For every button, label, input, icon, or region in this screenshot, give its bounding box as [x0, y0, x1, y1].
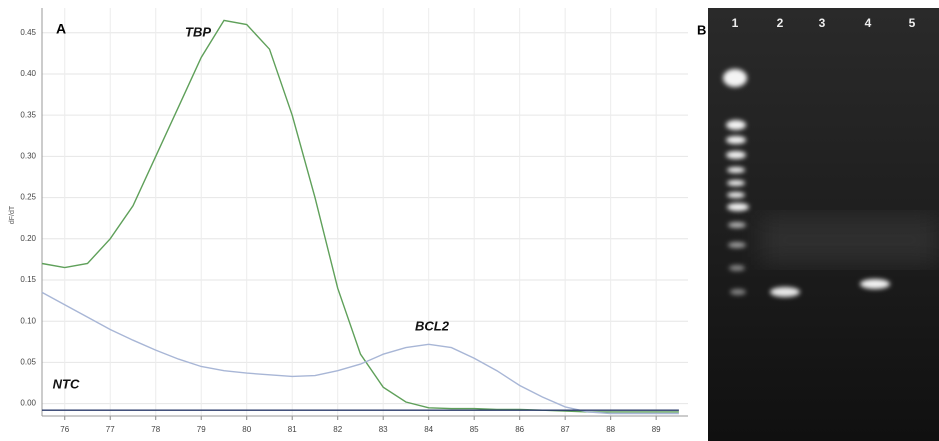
x-tick-label: 76 — [60, 425, 69, 434]
y-tick-label: 0.00 — [20, 399, 36, 408]
y-tick-label: 0.40 — [20, 69, 36, 78]
x-tick-label: 87 — [561, 425, 570, 434]
y-tick-label: 0.15 — [20, 275, 36, 284]
y-tick-label: 0.05 — [20, 358, 36, 367]
line-series — [41, 19, 679, 413]
y-tick-label: 0.25 — [20, 193, 36, 202]
x-tick-label: 81 — [288, 425, 297, 434]
band — [860, 279, 890, 289]
series-label: TBP — [185, 24, 211, 39]
x-tick-label: 78 — [151, 425, 160, 434]
lane-label: 2 — [777, 16, 784, 30]
x-tick-label: 83 — [379, 425, 388, 434]
x-tick-label: 82 — [333, 425, 342, 434]
x-tick-label: 79 — [197, 425, 206, 434]
series-label: BCL2 — [415, 318, 450, 333]
x-tick-label: 80 — [242, 425, 251, 434]
y-tick-label: 0.10 — [20, 316, 36, 325]
x-tick-label: 89 — [652, 425, 661, 434]
panel-label: B — [697, 22, 706, 37]
y-tick-label: 0.30 — [20, 151, 36, 160]
x-tick-label: 84 — [424, 425, 433, 434]
gel-image — [708, 8, 939, 441]
x-tick-label: 88 — [606, 425, 615, 434]
gel-smear — [760, 215, 939, 265]
y-axis-label: dF/dT — [9, 205, 16, 224]
y-tick-label: 0.35 — [20, 110, 36, 119]
x-tick-label: 77 — [106, 425, 115, 434]
lane-label: 5 — [909, 16, 916, 30]
x-tick-label: 85 — [470, 425, 479, 434]
y-tick-label: 0.45 — [20, 28, 36, 37]
lane-label: 3 — [819, 16, 826, 30]
lane-labels: 1 2 3 4 5 — [732, 16, 916, 30]
lane-label: 4 — [865, 16, 872, 30]
melt-curve-panel: 0.00 0.05 0.10 0.15 0.20 0.25 0.30 0.35 0.40 0.45… — [20, 8, 688, 434]
band — [770, 287, 800, 297]
ladder — [723, 69, 749, 295]
panel-label: A — [56, 21, 66, 37]
line-series — [41, 291, 679, 415]
x-tick-label: 86 — [515, 425, 524, 434]
lane-label: 1 — [732, 16, 739, 30]
series-label: NTC — [53, 376, 80, 391]
y-tick-label: 0.20 — [20, 234, 36, 243]
